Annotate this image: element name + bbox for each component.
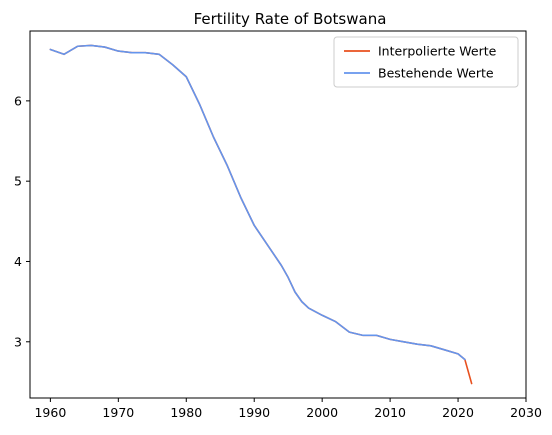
x-tick-label: 1980 [170,405,202,420]
x-tick-label: 2010 [374,405,406,420]
y-tick-label: 4 [14,254,22,269]
x-tick-label: 1960 [34,405,66,420]
axes: 1960 1970 1980 1990 2000 2010 2020 2030 3 4 5 6 [14,30,542,420]
chart-title: Fertility Rate of Botswana [194,10,387,28]
x-tick-label: 2020 [442,405,474,420]
series-line-1 [49,44,466,361]
legend-label-1: Bestehende Werte [378,66,494,81]
axes-frame [29,30,527,399]
legend: Interpolierte Werte Bestehende Werte [333,36,519,88]
y-tick-label: 5 [14,174,22,189]
legend-label-0: Interpolierte Werte [378,44,497,59]
y-tick-label: 3 [14,334,22,349]
plot-area [49,44,473,385]
x-tick-label: 1990 [238,405,270,420]
y-tick-label: 6 [14,93,22,108]
series-line-0 [49,44,473,385]
x-tick-label: 2000 [306,405,338,420]
x-tick-label: 1970 [102,405,134,420]
x-tick-label: 2030 [510,405,542,420]
legend-box [333,36,519,88]
